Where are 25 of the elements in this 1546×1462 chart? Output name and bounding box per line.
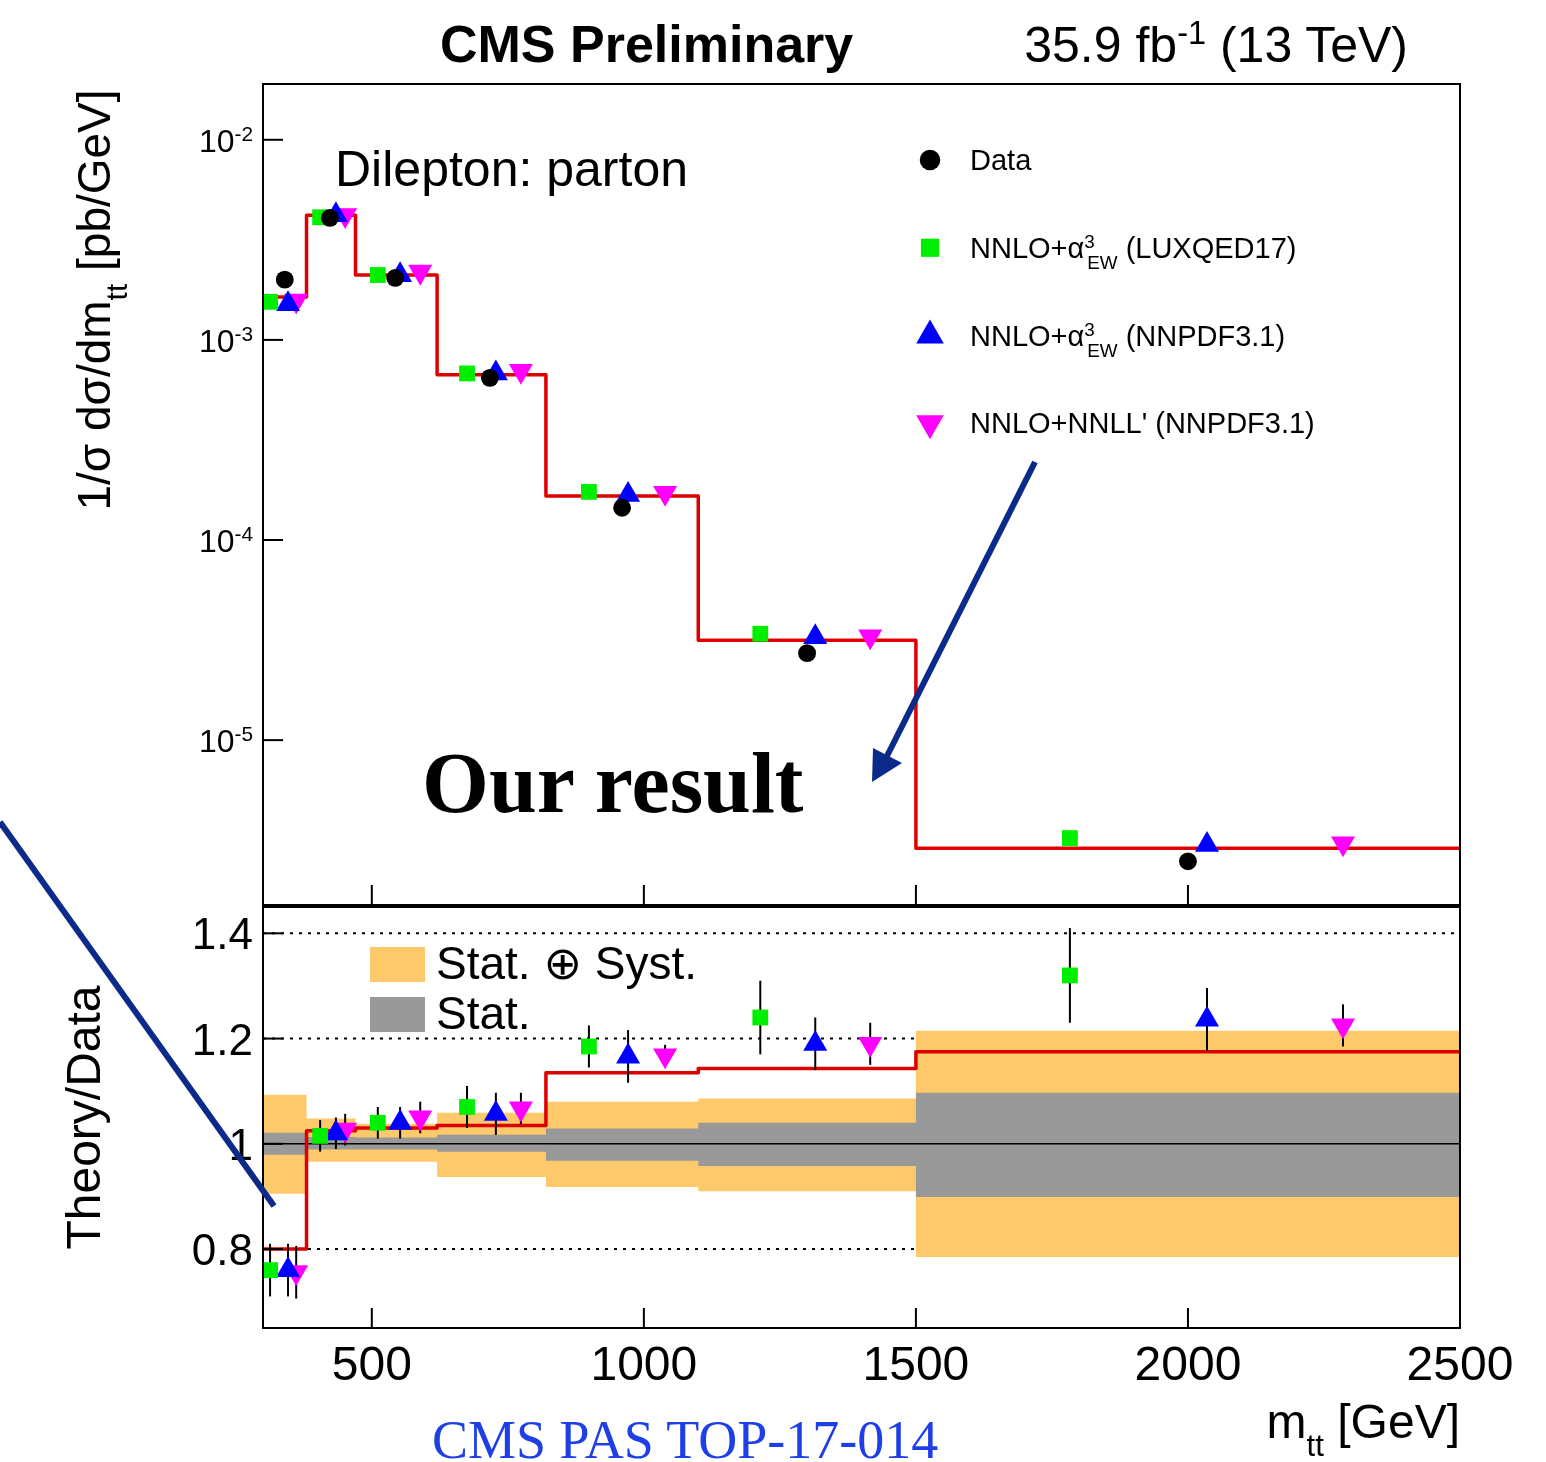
y-tick-label: 10$^{-4}$	[198, 521, 253, 560]
y-tick-label: 10$^{-2}$	[198, 121, 253, 159]
legend-label: NNLO+NNLL' (NNPDF3.1)	[970, 407, 1315, 440]
x-tick-label: 500	[331, 1337, 412, 1390]
chart-title: CMS Preliminary	[440, 15, 854, 73]
y-tick-label: 0.8	[191, 1225, 253, 1275]
legend-label: Stat.	[436, 987, 531, 1039]
x-tick-label: 2000	[1134, 1337, 1242, 1390]
legend-label: Stat. ⊕ Syst.	[436, 937, 697, 989]
annotation: Dilepton: parton	[335, 141, 689, 197]
y-axis-title: Theory/Data	[57, 985, 110, 1250]
y-tick-label: 1.4	[191, 909, 253, 959]
text: CMS PAS TOP-17-014	[432, 1410, 939, 1462]
x-tick-label: 2500	[1406, 1337, 1514, 1390]
legend-label: NNLO+α$^{3}$$_{EW}$ (NNPDF3.1)	[970, 318, 1286, 361]
y-tick-label: 10$^{-3}$	[198, 321, 253, 359]
legend-label: NNLO+α$^{3}$$_{EW}$ (LUXQED17)	[970, 230, 1297, 273]
annotation: Our result	[422, 735, 804, 831]
x-tick-label: 1000	[590, 1337, 698, 1390]
chart-subtitle: 35.9 fb$^{-1}$ (13 TeV)	[1024, 15, 1408, 73]
y-tick-label: 1.2	[191, 1014, 253, 1064]
x-tick-label: 1500	[862, 1337, 970, 1390]
x-axis-title: m$_{tt}$ [GeV]	[1266, 1395, 1460, 1462]
legend-label: Data	[970, 144, 1033, 176]
y-tick-label: 10$^{-5}$	[198, 721, 253, 760]
